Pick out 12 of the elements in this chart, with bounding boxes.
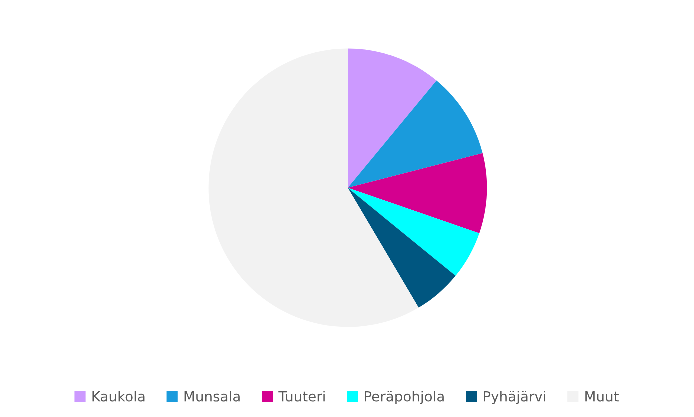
legend-label: Muut	[586, 391, 619, 402]
pie-slice	[348, 48, 437, 188]
pie-slice	[208, 48, 419, 328]
pie-slice	[348, 153, 488, 234]
legend-label: Tuuteri	[278, 391, 325, 402]
legend-label: Pyhäjärvi	[484, 391, 546, 404]
legend-label: Peräpohjola	[365, 391, 444, 404]
pie-slice	[348, 188, 456, 308]
legend-label: Kaukola	[92, 391, 145, 402]
legend-label: Munsala	[184, 391, 240, 402]
pie-slice	[348, 80, 483, 188]
pie-slice	[348, 188, 480, 276]
